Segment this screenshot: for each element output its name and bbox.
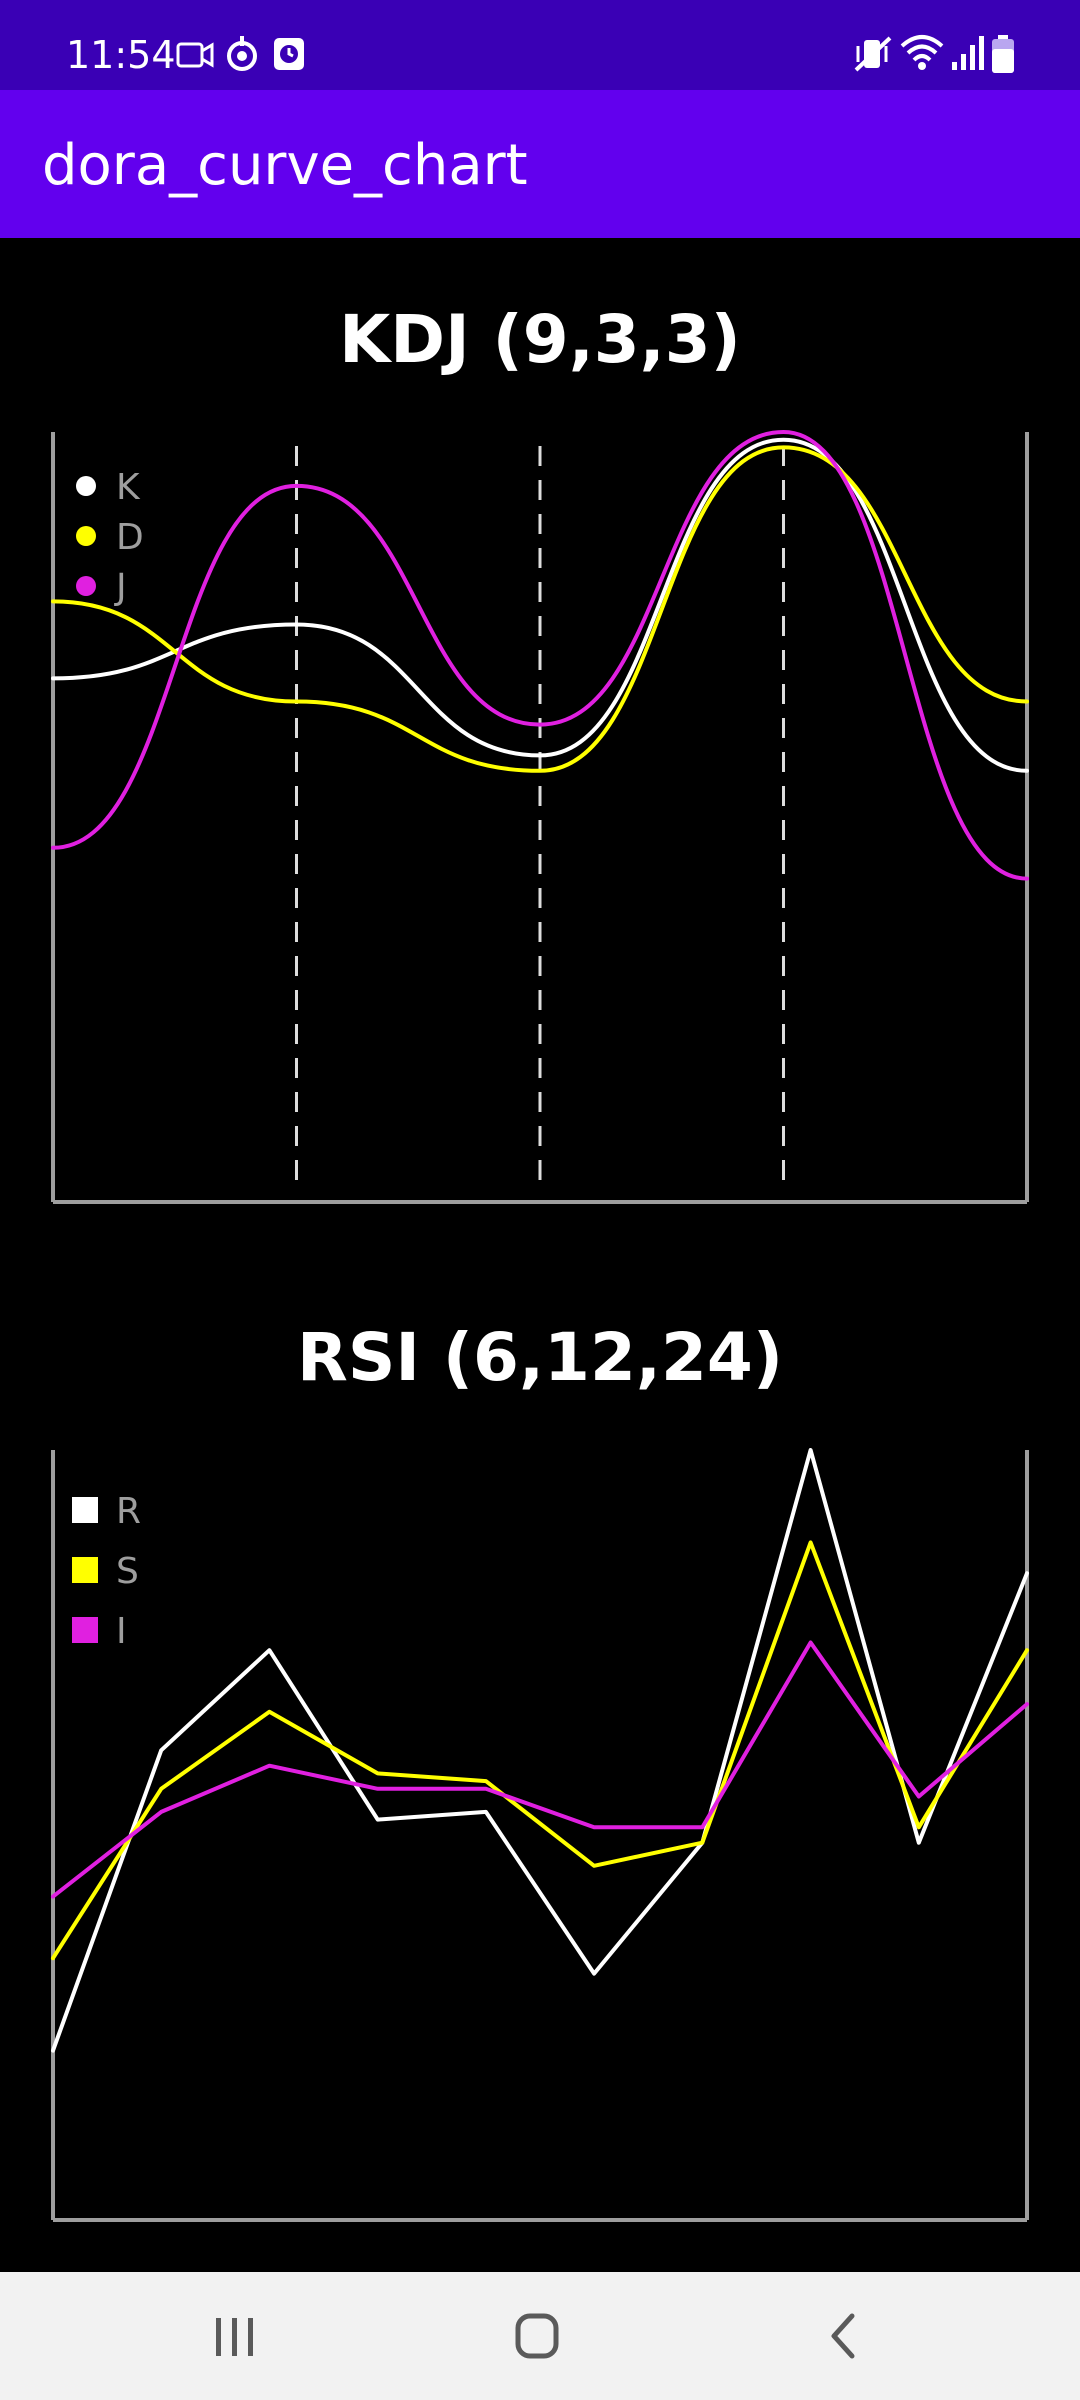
battery-icon <box>992 35 1014 73</box>
home-icon[interactable] <box>448 2272 628 2400</box>
chart-1-legend-marker-I <box>72 1617 98 1643</box>
chart-0-legend-label-J: J <box>114 567 127 608</box>
wifi-icon <box>900 35 944 70</box>
chart-0-legend-label-D: D <box>116 517 144 558</box>
signal-sync-icon <box>227 36 257 71</box>
chart-0-series-D <box>51 445 1029 773</box>
back-icon[interactable] <box>752 2272 932 2400</box>
chart-0-legend-marker-K <box>76 476 96 496</box>
chart-1-legend-marker-R <box>72 1497 98 1523</box>
chart-1-series-R <box>51 1448 1029 2053</box>
clock-badge-icon <box>274 38 304 70</box>
vibrate-mute-icon <box>854 36 892 72</box>
app-bar: dora_curve_chart <box>0 90 1080 238</box>
app-title: dora_curve_chart <box>42 133 528 198</box>
kdj-chart-title: KDJ (9,3,3) <box>339 301 741 378</box>
chart-1-legend-marker-S <box>72 1557 98 1583</box>
chart-1-legend-label-I: I <box>116 1611 127 1652</box>
chart-1-series-S <box>51 1540 1029 1961</box>
recents-icon[interactable] <box>144 2272 324 2400</box>
chart-1-series-I <box>51 1640 1029 1899</box>
status-bar: 11:54 <box>0 0 1080 90</box>
chart-0-legend-marker-J <box>76 576 96 596</box>
rsi-chart-title: RSI (6,12,24) <box>297 1319 783 1396</box>
chart-0-series-K <box>51 437 1029 773</box>
chart-1-legend-label-R: R <box>116 1491 141 1532</box>
navigation-bar <box>0 2272 1080 2400</box>
video-camera-icon <box>176 42 214 68</box>
kdj-chart: KDJ <box>51 430 1029 1204</box>
chart-1-legend-label-S: S <box>116 1551 139 1592</box>
chart-0-legend-label-K: K <box>116 467 141 508</box>
cell-signal-icon <box>952 36 984 70</box>
rsi-chart: RSI <box>51 1448 1029 2222</box>
chart-0-series-J <box>51 430 1029 881</box>
status-time: 11:54 <box>66 33 176 77</box>
chart-0-legend-marker-D <box>76 526 96 546</box>
